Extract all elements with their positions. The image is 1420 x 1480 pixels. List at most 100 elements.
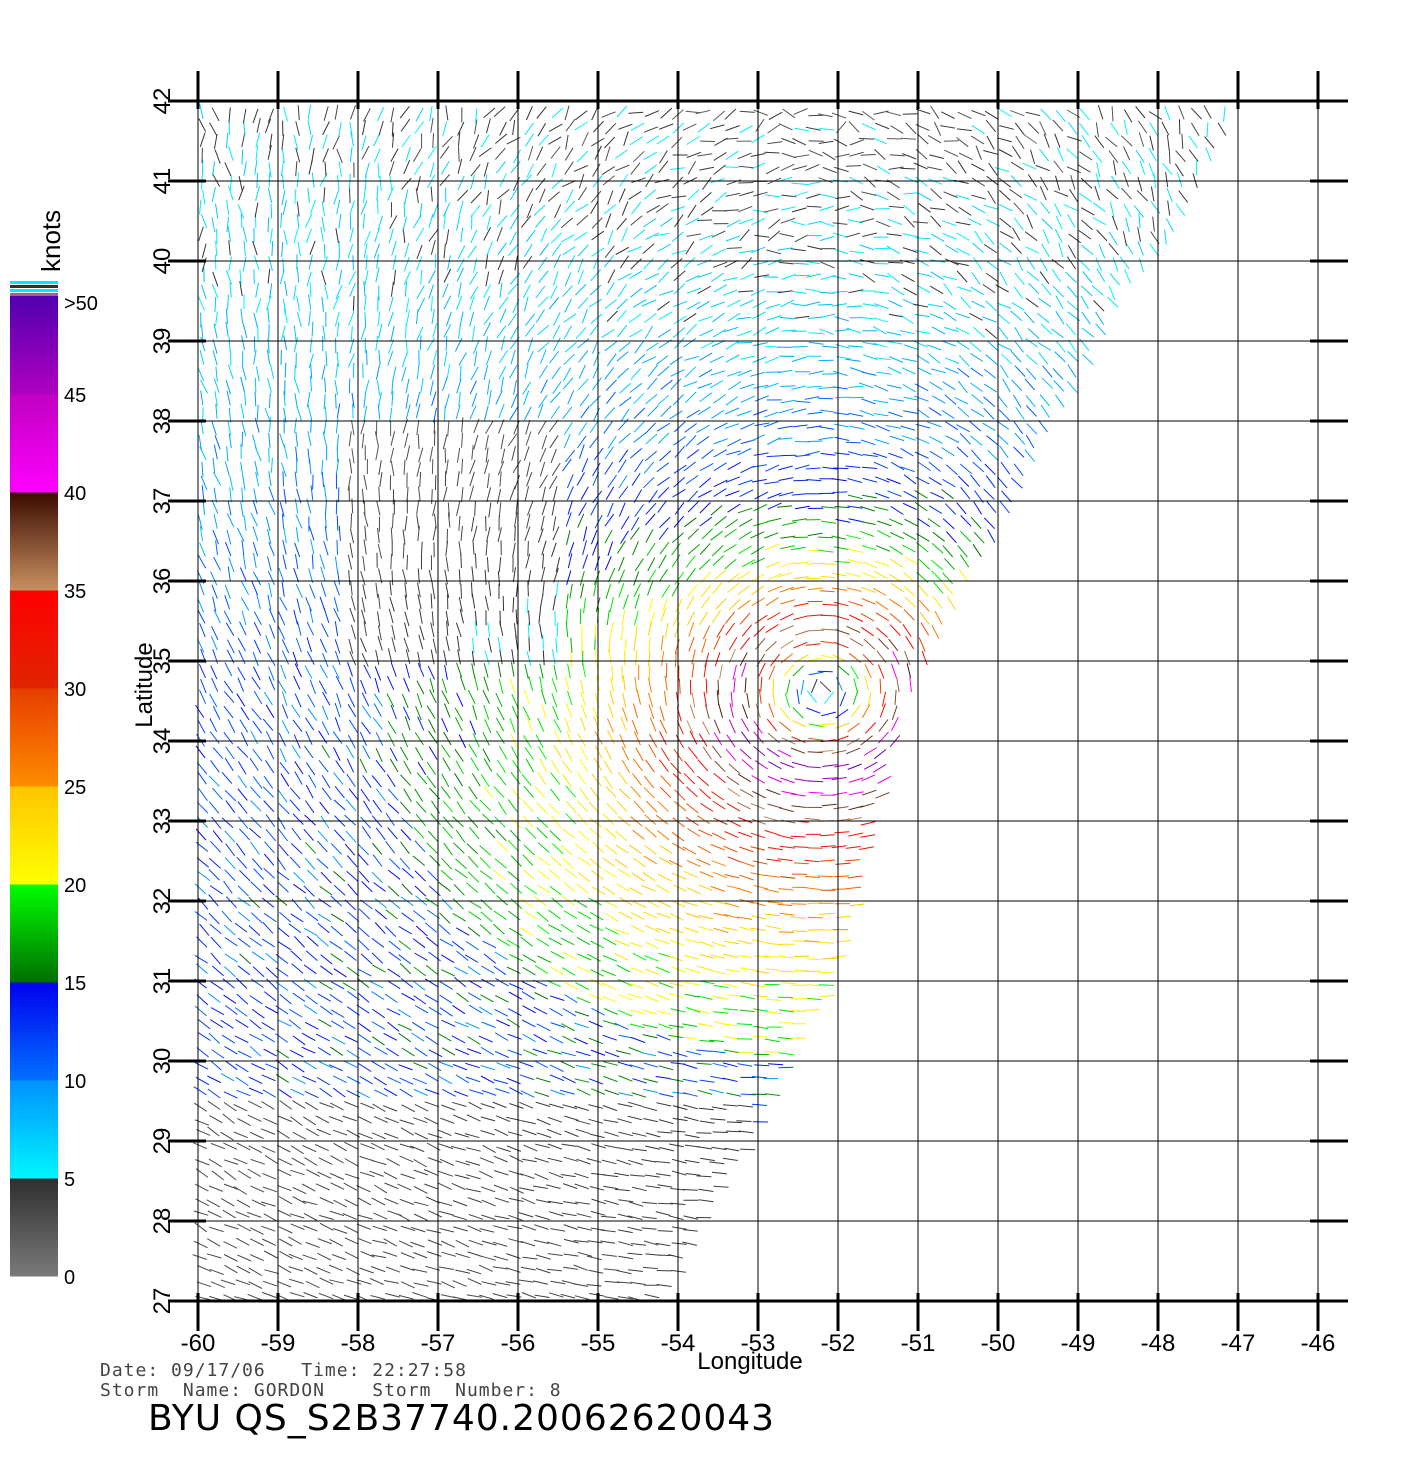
wind-vector	[779, 970, 796, 973]
wind-vector	[486, 241, 493, 256]
wind-vector	[563, 1156, 579, 1162]
wind-vector	[902, 531, 917, 541]
wind-vector	[753, 625, 765, 637]
wind-vector	[322, 256, 328, 271]
wind-vector	[659, 450, 672, 462]
wind-vector	[209, 693, 218, 708]
wind-vector	[767, 803, 782, 809]
wind-vector	[374, 922, 386, 934]
wind-vector	[806, 479, 822, 482]
wind-vector	[724, 611, 736, 624]
wind-vector	[590, 313, 603, 324]
wind-vector	[267, 570, 275, 585]
wind-vector	[779, 613, 794, 621]
wind-vector	[278, 1238, 293, 1247]
wind-vector	[592, 462, 601, 477]
wind-vector	[889, 154, 905, 157]
lat-tick-label: 38	[149, 408, 176, 435]
wind-vector	[363, 621, 367, 637]
wind-vector	[377, 162, 380, 178]
wind-vector	[740, 1148, 756, 1151]
wind-vector	[550, 1089, 565, 1096]
wind-vector	[848, 832, 864, 837]
wind-vector	[646, 899, 660, 908]
wind-vector	[606, 310, 618, 322]
wind-vector	[739, 612, 751, 625]
wind-vector	[1067, 364, 1077, 378]
wind-vector	[439, 938, 454, 947]
wind-vector	[1026, 271, 1040, 282]
wind-vector	[211, 816, 222, 829]
wind-vector	[523, 689, 530, 704]
wind-vector	[289, 1292, 305, 1298]
wind-vector	[200, 214, 208, 229]
wind-vector	[794, 127, 809, 132]
wind-vector	[264, 118, 272, 134]
wind-vector	[685, 323, 698, 335]
wind-vector	[249, 995, 263, 1005]
wind-vector	[808, 671, 824, 676]
wind-vector	[305, 730, 313, 745]
wind-vector	[648, 744, 657, 758]
wind-vector	[551, 243, 562, 256]
wind-vector	[630, 967, 645, 974]
wind-vector	[413, 1252, 428, 1259]
wind-vector	[548, 136, 562, 145]
wind-vector	[199, 525, 203, 541]
wind-vector	[391, 241, 397, 256]
wind-vector	[846, 587, 862, 592]
wind-vector	[265, 704, 275, 719]
wind-vector	[833, 412, 849, 416]
wind-vector	[643, 855, 658, 865]
wind-vector	[793, 479, 809, 482]
wind-vector	[247, 1100, 262, 1109]
wind-vector	[591, 886, 606, 895]
wind-vector	[849, 614, 864, 622]
wind-vector	[741, 662, 747, 677]
wind-vector	[1079, 192, 1092, 203]
wind-vector	[474, 553, 477, 569]
wind-vector	[1039, 271, 1050, 285]
wind-vector	[850, 665, 859, 680]
lat-tick-label: 42	[149, 88, 176, 115]
wind-vector	[780, 876, 796, 879]
wind-vector	[525, 827, 537, 840]
wind-vector	[820, 563, 836, 565]
wind-vector	[765, 913, 781, 917]
wind-vector	[586, 1284, 602, 1287]
wind-vector	[281, 174, 285, 190]
wind-vector	[457, 175, 465, 191]
wind-vector	[607, 190, 614, 205]
wind-vector	[668, 1078, 684, 1082]
wind-vector	[604, 136, 615, 149]
wind-vector	[901, 435, 917, 441]
wind-vector	[499, 745, 508, 760]
wind-vector	[737, 1063, 753, 1067]
wind-vector	[1135, 106, 1146, 119]
wind-vector	[780, 163, 795, 172]
wind-vector	[601, 111, 616, 118]
wind-vector	[549, 1292, 564, 1298]
wind-vector	[241, 365, 247, 381]
wind-vector	[767, 612, 781, 621]
wind-vector	[425, 964, 439, 975]
wind-vector	[281, 190, 286, 206]
wind-vector	[696, 1049, 712, 1052]
wind-vector	[687, 189, 700, 201]
wind-vector	[740, 273, 755, 281]
wind-vector	[971, 205, 986, 214]
wind-vector	[509, 216, 518, 230]
wind-vector	[383, 1087, 398, 1097]
wind-vector	[1027, 122, 1040, 134]
wind-vector	[229, 487, 232, 503]
wind-vector	[920, 622, 930, 636]
wind-vector	[886, 111, 902, 117]
wind-vector	[263, 800, 275, 812]
wind-vector	[360, 679, 367, 695]
wind-vector	[972, 544, 982, 558]
wind-vector	[566, 530, 571, 545]
wind-vector	[588, 1269, 604, 1274]
wind-vector	[758, 662, 766, 677]
wind-vector	[698, 884, 713, 891]
wind-vector	[333, 746, 341, 761]
